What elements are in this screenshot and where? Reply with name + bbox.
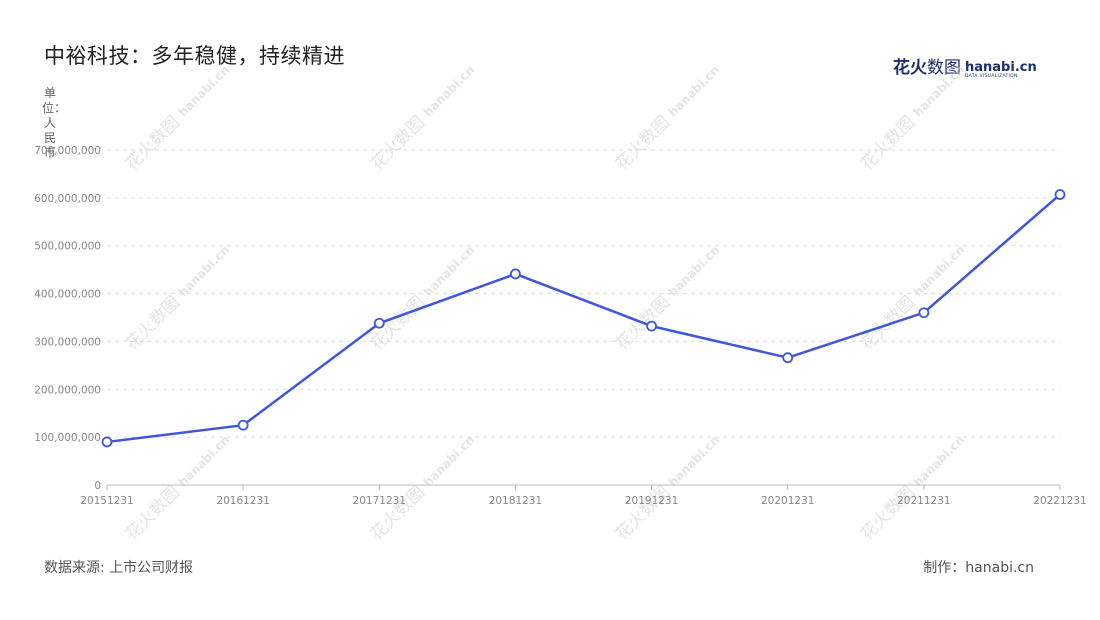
brand-logo-en: hanabi.cn DATA VISUALIZATION — [965, 60, 1037, 79]
y-tick-label: 300,000,000 — [34, 336, 101, 348]
y-tick-label: 0 — [94, 480, 101, 492]
watermark-en-text: hanabi.cn — [666, 63, 723, 120]
x-tick-label: 20171231 — [353, 495, 406, 507]
data-point — [782, 352, 794, 364]
watermark-en-text: hanabi.cn — [421, 63, 478, 120]
y-axis-ticks: 0 100,000,000 200,000,000 300,000,000 400,00… — [34, 145, 101, 492]
watermark-en-text: hanabi.cn — [176, 243, 233, 300]
watermark-en-text: hanabi.cn — [421, 433, 478, 490]
grid-lines — [107, 149, 1060, 438]
watermark-en-text: hanabi.cn — [666, 243, 723, 300]
x-tick-label: 20161231 — [216, 495, 269, 507]
data-point — [373, 317, 385, 329]
data-point — [646, 320, 657, 332]
data-point — [237, 419, 249, 431]
data-source-note: 数据来源: 上市公司财报 — [44, 560, 194, 576]
data-point — [510, 268, 521, 280]
data-point — [101, 436, 113, 448]
watermark-en-text: hanabi.cn — [176, 433, 233, 490]
watermark-cn-text: 花火数图 — [857, 482, 919, 544]
y-tick-label: 400,000,000 — [34, 289, 101, 301]
watermark-en-text: hanabi.cn — [666, 433, 723, 490]
watermark-cn-text: 花火数图 — [122, 482, 184, 544]
watermark-cn-text: 花火数图 — [122, 112, 184, 174]
x-axis-ticks: 20151231 20161231 20171231 20181231 20191231… — [80, 485, 1087, 507]
series-line — [106, 193, 1061, 444]
watermark-cn-text: 花火数图 — [612, 112, 674, 174]
watermark-cn-text: 花火数图 — [612, 482, 674, 544]
watermark-en-text: hanabi.cn — [176, 63, 233, 120]
x-tick-label: 20191231 — [625, 495, 678, 507]
watermark-en-text: hanabi.cn — [911, 63, 968, 120]
chart-title: 中裕科技：多年稳健，持续精进 — [44, 44, 345, 68]
data-point — [918, 307, 930, 319]
series-layer — [101, 189, 1066, 448]
y-axis-unit-label: 单位：人民币 — [42, 86, 67, 160]
x-tick-label: 20221231 — [1033, 495, 1086, 507]
maker-credit: 制作：hanabi.cn — [923, 560, 1034, 576]
x-tick-label: 20151231 — [80, 495, 133, 507]
brand-logo: 花火数图 hanabi.cn DATA VISUALIZATION — [893, 58, 1037, 80]
y-tick-label: 600,000,000 — [34, 193, 101, 205]
watermark-layer: 花火数图hanabi.cn花火数图hanabi.cn花火数图hanabi.cn花… — [122, 63, 968, 545]
data-point — [1054, 189, 1066, 200]
y-tick-label: 100,000,000 — [34, 432, 101, 444]
y-tick-label: 700,000,000 — [34, 145, 101, 157]
watermark-cn-text: 花火数图 — [122, 292, 184, 354]
brand-logo-cn: 花火数图 — [893, 58, 961, 78]
x-tick-label: 20201231 — [761, 495, 814, 507]
y-tick-label: 500,000,000 — [34, 241, 101, 253]
watermark-cn-text: 花火数图 — [367, 482, 429, 544]
watermark-en-text: hanabi.cn — [911, 433, 968, 490]
watermark-en-text: hanabi.cn — [911, 243, 968, 300]
y-tick-label: 200,000,000 — [34, 384, 101, 396]
watermark-cn-text: 花火数图 — [367, 112, 429, 174]
x-tick-label: 20211231 — [897, 495, 950, 507]
watermark-cn-text: 花火数图 — [857, 112, 919, 174]
x-tick-label: 20181231 — [489, 495, 542, 507]
